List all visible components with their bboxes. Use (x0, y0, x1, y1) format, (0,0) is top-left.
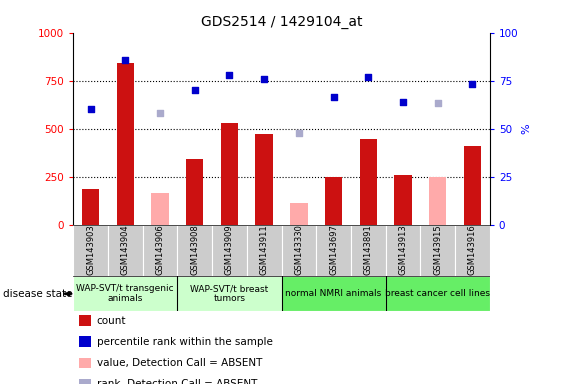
Text: GSM143904: GSM143904 (121, 224, 129, 275)
Text: GSM143891: GSM143891 (364, 224, 373, 275)
Point (260, 76, 269, 82)
Text: GSM143330: GSM143330 (294, 224, 303, 275)
Text: breast cancer cell lines: breast cancer cell lines (385, 289, 490, 298)
Point (86, 106, 95, 113)
Bar (282, 276, 386, 311)
Point (468, 81, 477, 88)
Bar (455, 225, 490, 276)
Bar (177, 225, 212, 276)
Text: normal NMRI animals: normal NMRI animals (285, 289, 382, 298)
Bar (108, 225, 142, 276)
Text: value, Detection Call = ABSENT: value, Detection Call = ABSENT (97, 358, 262, 368)
Y-axis label: %: % (521, 123, 531, 134)
Text: disease state: disease state (3, 289, 72, 299)
Bar (360, 139, 377, 225)
Point (329, 94, 338, 100)
Point (434, 100, 443, 106)
Text: percentile rank within the sample: percentile rank within the sample (97, 337, 272, 347)
Bar (464, 146, 481, 225)
Text: GSM143909: GSM143909 (225, 224, 234, 275)
Point (190, 87, 199, 93)
Bar (73, 225, 108, 276)
Bar (221, 123, 238, 225)
Bar (290, 203, 307, 225)
Text: GSM143697: GSM143697 (329, 224, 338, 275)
Text: WAP-SVT/t transgenic
animals: WAP-SVT/t transgenic animals (77, 284, 174, 303)
Bar (394, 175, 412, 225)
Point (120, 56, 129, 63)
Title: GDS2514 / 1429104_at: GDS2514 / 1429104_at (201, 15, 362, 29)
Bar (351, 225, 386, 276)
Point (155, 110, 164, 116)
Text: GSM143913: GSM143913 (399, 224, 408, 275)
Bar (282, 225, 316, 276)
Bar (386, 276, 490, 311)
Text: GSM143915: GSM143915 (434, 224, 442, 275)
Bar (142, 225, 177, 276)
Bar (421, 225, 455, 276)
Bar (177, 276, 282, 311)
Text: count: count (97, 316, 126, 326)
Point (294, 131, 303, 137)
Text: WAP-SVT/t breast
tumors: WAP-SVT/t breast tumors (190, 284, 269, 303)
Bar (247, 225, 282, 276)
Bar (186, 159, 203, 225)
Point (225, 72, 234, 78)
Text: GSM143911: GSM143911 (260, 224, 269, 275)
Bar (256, 134, 273, 225)
Text: rank, Detection Call = ABSENT: rank, Detection Call = ABSENT (97, 379, 257, 384)
Text: GSM143916: GSM143916 (468, 224, 477, 275)
Bar (212, 225, 247, 276)
Point (364, 74, 373, 80)
Text: GSM143906: GSM143906 (155, 224, 164, 275)
Bar (316, 225, 351, 276)
Bar (151, 193, 169, 225)
Text: GSM143908: GSM143908 (190, 224, 199, 275)
Bar (73, 276, 177, 311)
Bar (325, 177, 342, 225)
Text: GSM143903: GSM143903 (86, 224, 95, 275)
Bar (82, 189, 99, 225)
Bar (117, 63, 134, 225)
Point (399, 99, 408, 105)
Bar (386, 225, 421, 276)
Bar (429, 177, 446, 225)
